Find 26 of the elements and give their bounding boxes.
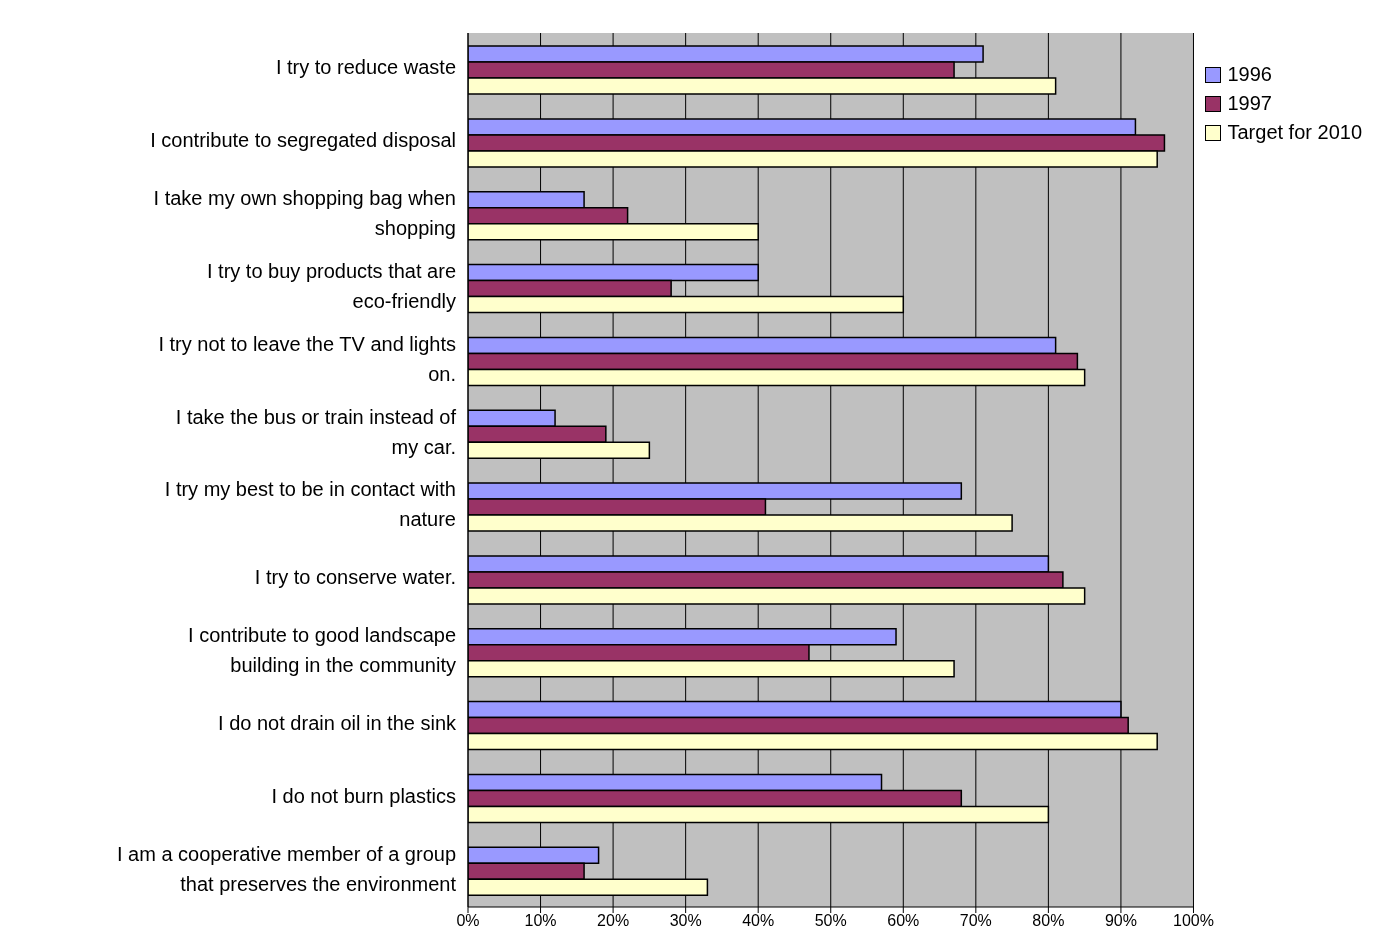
x-tick-label: 50% bbox=[814, 912, 847, 930]
y-tick-label: I am a cooperative member of a group that preserves the environment bbox=[116, 842, 457, 895]
y-tick-label: I contribute to segregated disposal bbox=[150, 129, 456, 152]
legend-label: Target for 2010 bbox=[1227, 121, 1362, 144]
x-tick-label: 10% bbox=[524, 912, 557, 930]
y-tick-label: I take my own shopping bag when shopping bbox=[153, 187, 456, 240]
legend-label: 1996 bbox=[1227, 63, 1272, 86]
x-tick-label: 20% bbox=[597, 912, 630, 930]
legend-label: 1997 bbox=[1227, 92, 1272, 115]
y-tick-label: I do not burn plastics bbox=[271, 785, 456, 808]
x-tick-label: 90% bbox=[1104, 912, 1137, 930]
y-tick-label: I try to buy products that are eco-friendly bbox=[206, 260, 456, 313]
x-tick-label: 80% bbox=[1032, 912, 1065, 930]
y-tick-label: I try not to leave the TV and lights on. bbox=[158, 333, 456, 386]
y-tick-label: I do not drain oil in the sink bbox=[218, 712, 457, 735]
y-tick-label: I try to conserve water. bbox=[254, 566, 456, 589]
x-tick-label: 0% bbox=[456, 912, 480, 930]
x-tick-label: 100% bbox=[1173, 912, 1214, 930]
x-tick-label: 30% bbox=[669, 912, 702, 930]
y-tick-label: I take the bus or train instead of my car. bbox=[175, 405, 457, 458]
y-tick-label: I try to reduce waste bbox=[275, 56, 456, 79]
x-tick-label: 70% bbox=[959, 912, 992, 930]
x-tick-label: 60% bbox=[887, 912, 920, 930]
x-tick-label: 40% bbox=[742, 912, 775, 930]
y-tick-label: I contribute to good landscape building in the community bbox=[188, 624, 456, 677]
y-tick-label: I try my best to be in contact with nature bbox=[164, 478, 456, 531]
